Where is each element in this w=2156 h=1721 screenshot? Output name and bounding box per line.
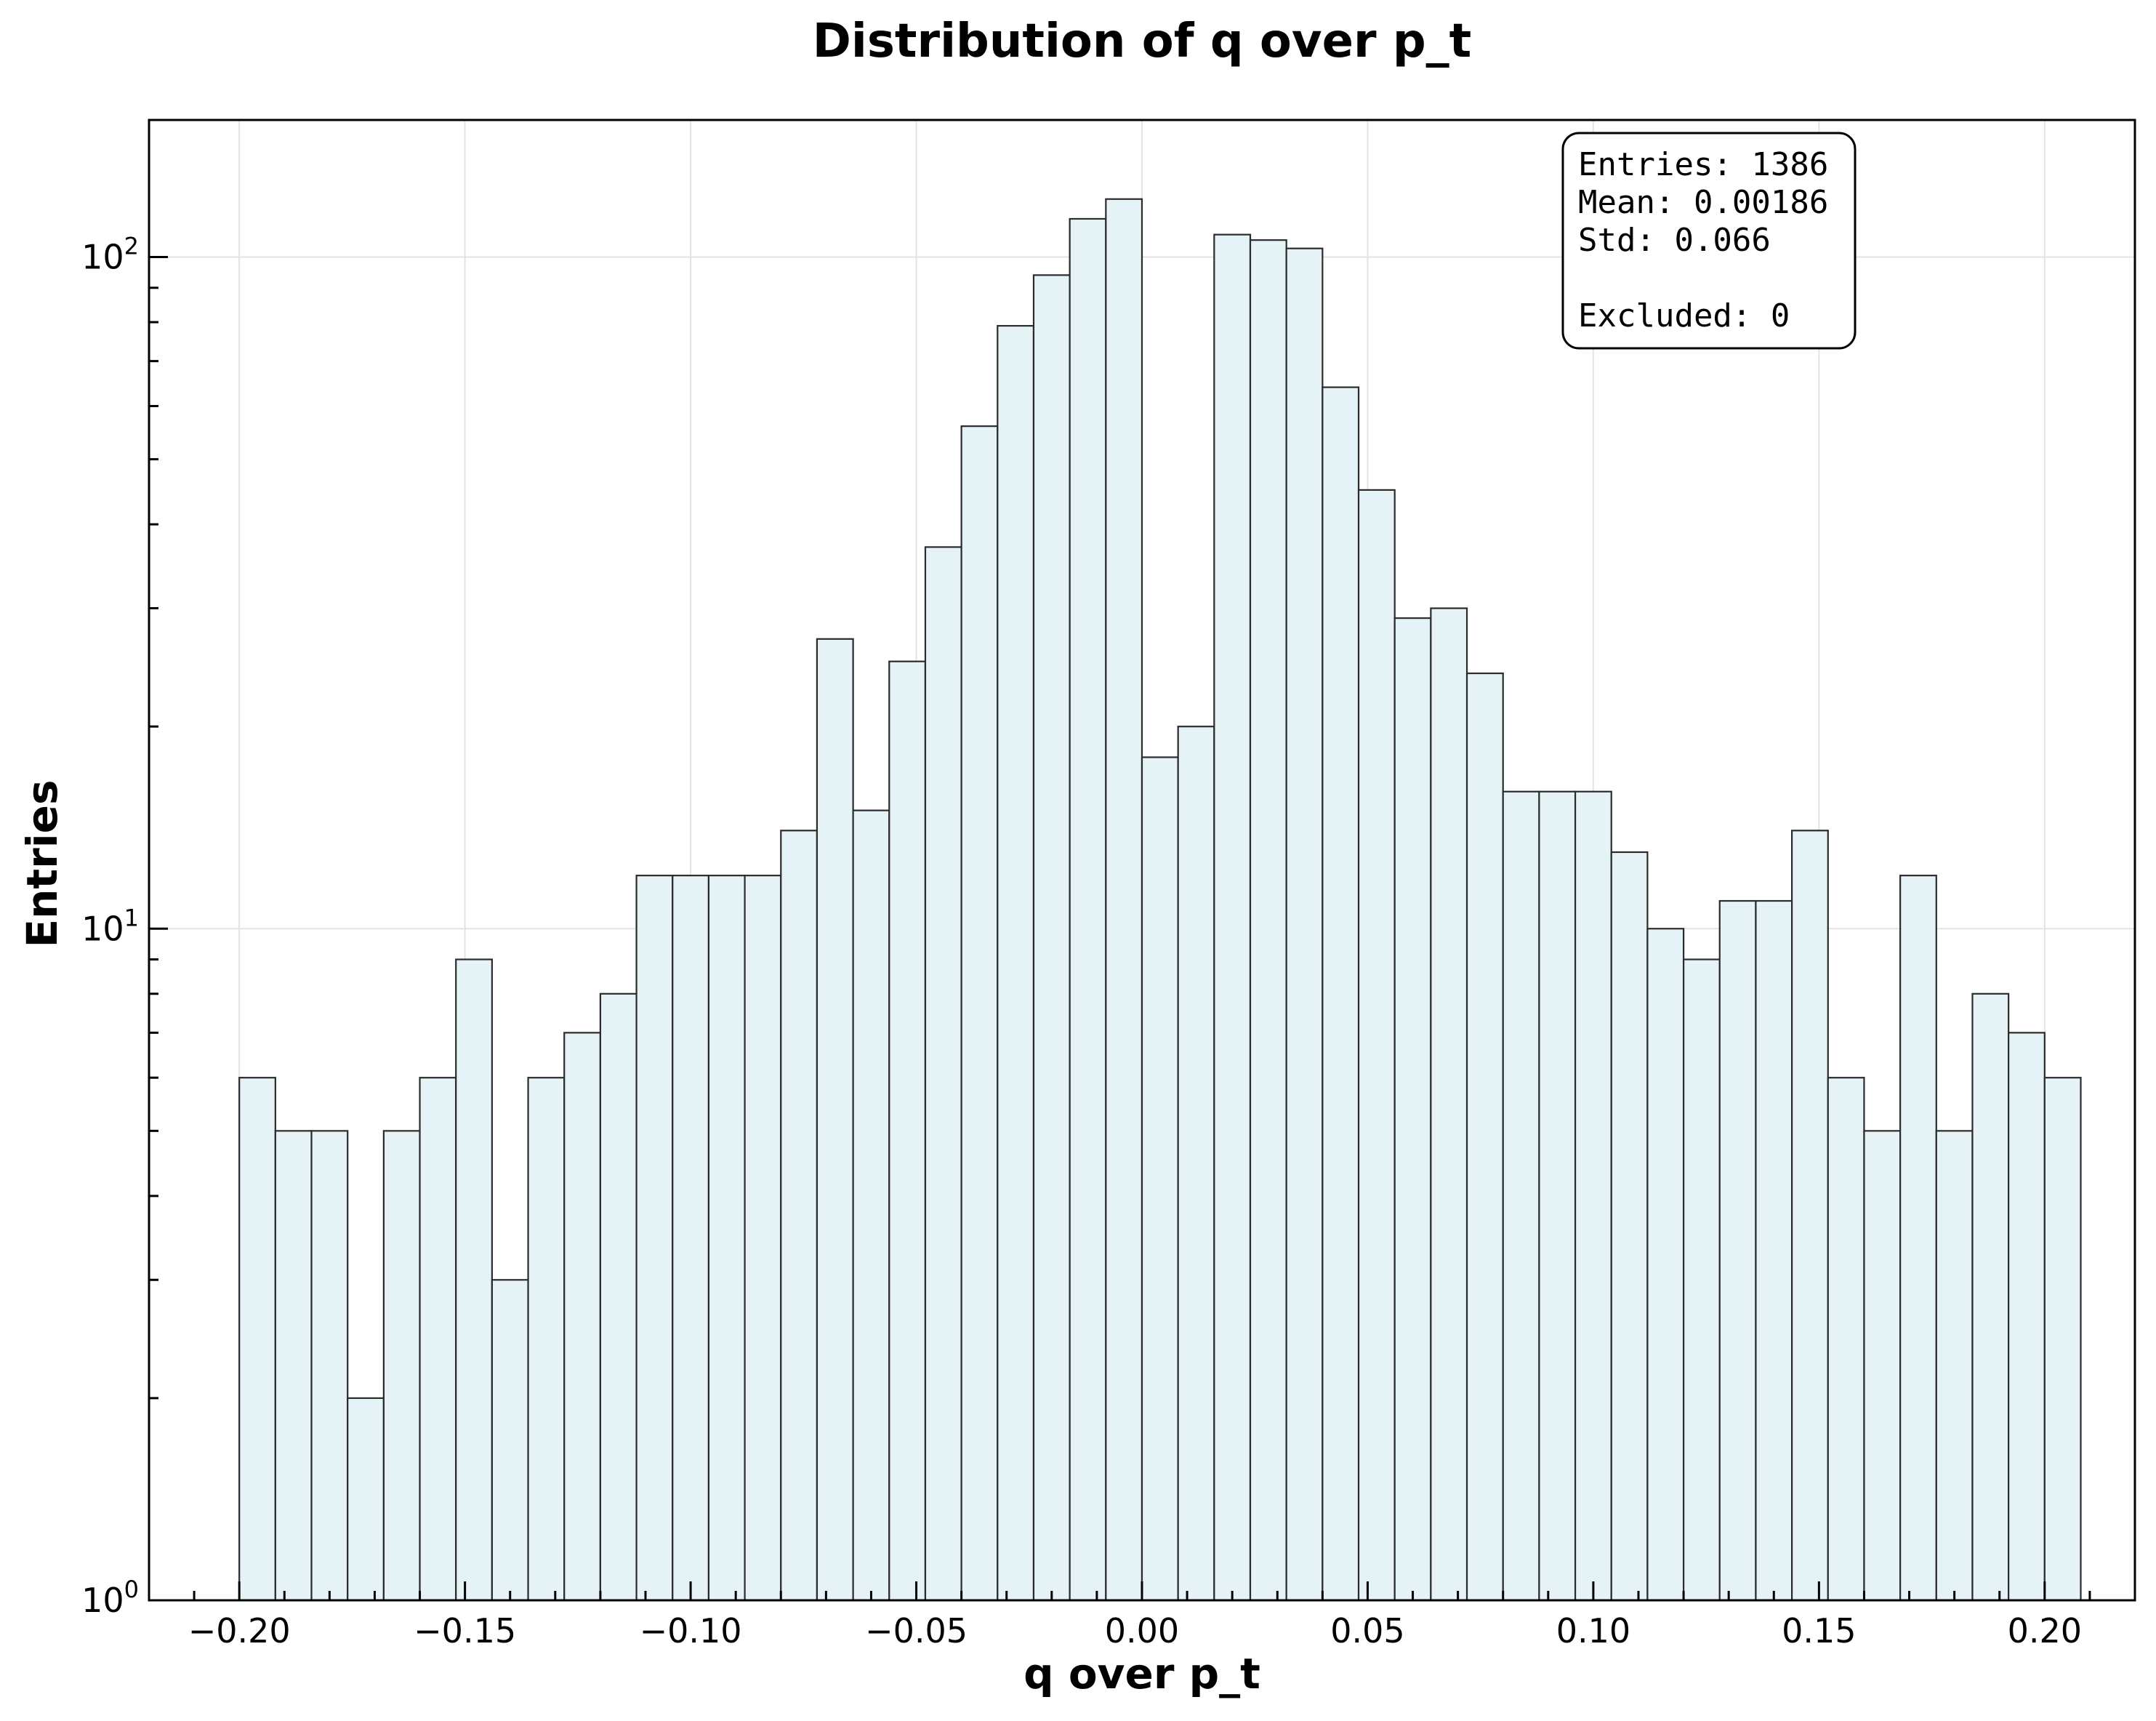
histogram-bar (1322, 386, 1360, 1602)
histogram-bar (816, 638, 854, 1602)
histogram-bar (1755, 899, 1793, 1602)
histogram-bar (419, 1077, 457, 1602)
histogram-bar (455, 958, 493, 1602)
histogram-bar (274, 1130, 313, 1602)
stats-excluded: Excluded: 0 (1578, 297, 1790, 334)
histogram-bar (2043, 1077, 2082, 1602)
histogram-bar (1032, 274, 1071, 1602)
histogram-bar (1285, 247, 1324, 1602)
x-tick-label: −0.10 (640, 1611, 742, 1650)
x-tick-label: −0.05 (865, 1611, 968, 1650)
histogram-bar (1718, 899, 1757, 1602)
histogram-bar (1538, 790, 1577, 1602)
x-tick-label: −0.20 (188, 1611, 291, 1650)
histogram-bar (1682, 958, 1721, 1602)
histogram-bar (744, 875, 782, 1602)
histogram-bar (1141, 756, 1179, 1602)
histogram-bar (1213, 233, 1252, 1602)
ticks-layer: −0.20 −0.15 −0.10 −0.05 0.00 0.05 0.10 0.15 0.20… (81, 233, 2091, 1650)
stats-mean: Mean: 0.00186 (1578, 184, 1828, 221)
histogram-bar (888, 660, 927, 1602)
histogram-bar (1357, 489, 1396, 1602)
x-axis-label: q over p_t (1023, 1649, 1260, 1698)
x-tick-label: 0.05 (1330, 1611, 1404, 1650)
histogram-bar (672, 875, 710, 1602)
histogram-bar (1646, 928, 1685, 1602)
histogram-bar (1971, 992, 2010, 1602)
y-tick-label: 100 (81, 1576, 139, 1620)
y-tick-label: 102 (81, 233, 139, 277)
histogram-bar (599, 992, 637, 1602)
histogram-bar (707, 875, 746, 1602)
histogram-bar (238, 1077, 276, 1602)
y-tick-label: 101 (81, 904, 139, 948)
histogram-bar (1069, 217, 1107, 1602)
histogram-bar (1502, 790, 1540, 1602)
histogram-bar (1393, 617, 1432, 1602)
histogram-bar (1827, 1077, 1865, 1602)
x-tick-label: −0.15 (414, 1611, 516, 1650)
histogram-bar (1863, 1130, 1902, 1602)
histogram-bar (780, 830, 818, 1602)
histogram-bar (563, 1032, 602, 1602)
histogram-bar (997, 325, 1035, 1602)
histogram-bar (347, 1397, 385, 1602)
histogram-bar (852, 809, 890, 1602)
histogram-bar (1105, 198, 1143, 1602)
histogram-bar (1249, 239, 1287, 1602)
bars-layer (238, 198, 2082, 1602)
histogram-bar (1177, 726, 1215, 1602)
histogram-bar (960, 425, 999, 1602)
histogram-bar (635, 875, 674, 1602)
histogram-bar (382, 1130, 421, 1602)
histogram-bar (1465, 672, 1504, 1602)
stats-std: Std: 0.066 (1578, 222, 1771, 259)
histogram-bar (310, 1130, 349, 1602)
x-tick-label: 0.15 (1782, 1611, 1856, 1650)
histogram-bar (924, 546, 962, 1602)
stats-entries: Entries: 1386 (1578, 146, 1828, 183)
x-tick-label: 0.20 (2008, 1611, 2082, 1650)
x-tick-label: 0.10 (1556, 1611, 1630, 1650)
histogram-bar (1899, 875, 1937, 1602)
histogram-bar (1430, 607, 1468, 1602)
chart-title: Distribution of q over p_t (813, 15, 1472, 68)
x-tick-label: 0.00 (1105, 1611, 1179, 1650)
histogram-bar (1791, 830, 1829, 1602)
stats-box: Entries: 1386 Mean: 0.00186 Std: 0.066 E… (1561, 132, 1857, 350)
histogram-bar (1610, 851, 1649, 1602)
histogram-bar (1574, 790, 1612, 1602)
plot-frame (148, 119, 2136, 1602)
histogram-bar (527, 1077, 566, 1602)
y-axis-label: Entries (17, 780, 67, 948)
histogram-bar (1935, 1130, 1974, 1602)
stats-box-frame (1561, 132, 1857, 350)
histogram-bar (491, 1279, 529, 1602)
histogram-bar (2008, 1032, 2046, 1602)
